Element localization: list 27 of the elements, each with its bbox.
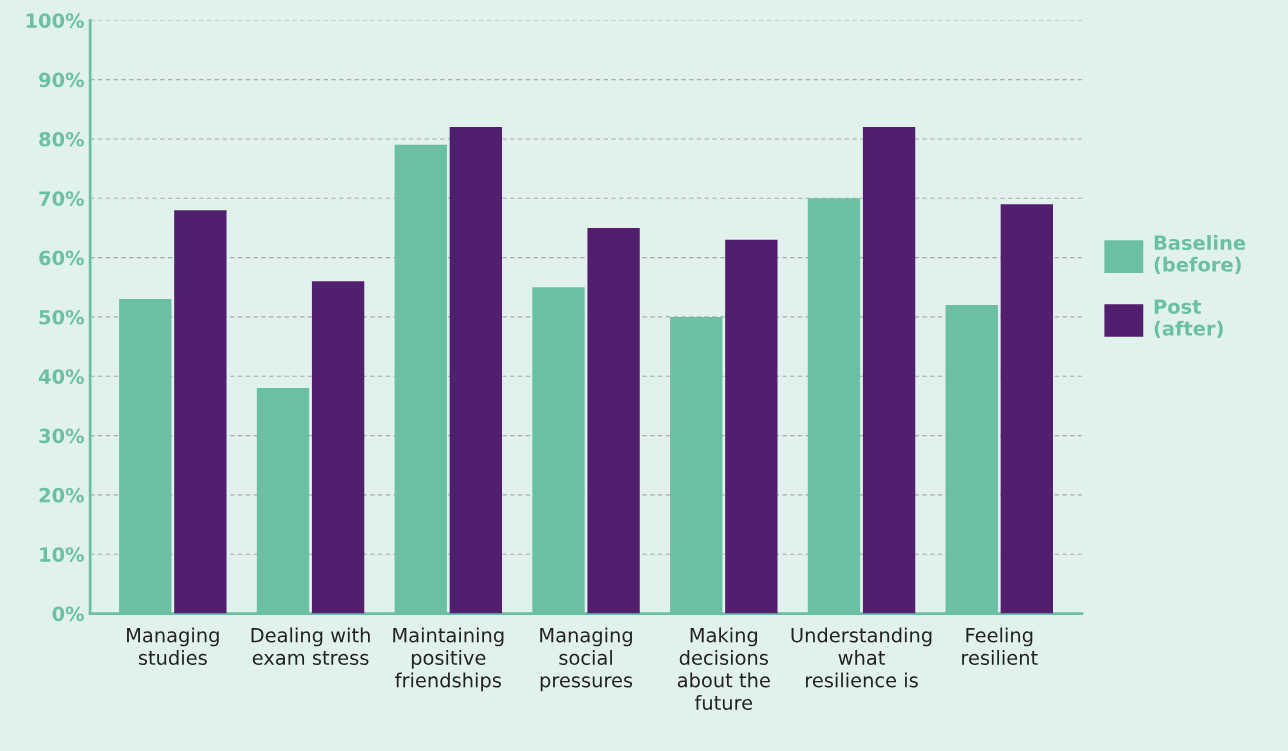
bar xyxy=(174,210,227,614)
bar xyxy=(1000,204,1053,614)
y-tick-label: 10% xyxy=(40,547,84,562)
y-tick-label: 50% xyxy=(39,309,84,325)
y-tick-label: 70% xyxy=(39,191,84,206)
legend-label: Baseline (before) xyxy=(1154,235,1246,275)
x-tick-label: Feeling resilient xyxy=(962,627,1038,666)
x-tick-label: Understanding what resilience is xyxy=(791,627,932,688)
bar xyxy=(311,281,365,614)
x-tick-label: Maintaining positive friendships xyxy=(393,627,504,692)
y-tick-label: 80% xyxy=(39,131,84,147)
legend-label: Post (after) xyxy=(1154,299,1223,339)
y-tick-label: 90% xyxy=(39,72,84,88)
bar xyxy=(449,127,503,614)
y-tick-label: 60% xyxy=(39,250,84,266)
bar xyxy=(725,239,778,614)
x-tick-label: Dealing with exam stress xyxy=(251,627,370,666)
y-tick-label: 100% xyxy=(26,13,84,28)
x-tick-label: Making decisions about the future xyxy=(677,627,770,711)
y-tick-label: 40% xyxy=(38,369,84,384)
y-tick-label: 30% xyxy=(39,428,84,444)
x-tick-label: Managing studies xyxy=(127,627,219,666)
x-tick-label: Managing social pressures xyxy=(540,627,633,692)
y-tick-label: 20% xyxy=(39,487,84,503)
y-tick-label: 0% xyxy=(52,606,84,622)
bar xyxy=(862,127,916,614)
bar xyxy=(587,227,640,614)
